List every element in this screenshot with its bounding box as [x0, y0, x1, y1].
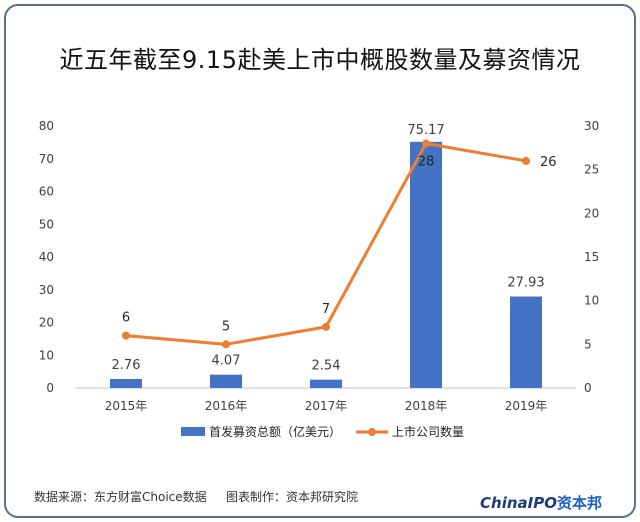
- right-axis-tick-label: 15: [584, 250, 599, 264]
- line-point: [422, 139, 430, 148]
- bar-data-labels: 2.76 4.07 2.54 75.17 27.93: [112, 123, 545, 374]
- left-axis-tick-label: 40: [39, 250, 54, 264]
- line-data-label: 5: [222, 319, 230, 334]
- right-axis-tick-label: 0: [584, 381, 592, 395]
- bar: [210, 374, 242, 388]
- legend-bar-swatch: [181, 427, 205, 436]
- left-axis-tick-label: 20: [39, 316, 54, 330]
- left-axis-tick-label: 0: [46, 381, 54, 395]
- bar-data-label: 27.93: [507, 276, 544, 291]
- line-data-label: 6: [122, 311, 130, 326]
- right-axis-tick-label: 25: [584, 163, 599, 177]
- line-point: [322, 322, 330, 331]
- line-data-label: 26: [540, 155, 557, 170]
- line-point: [222, 340, 230, 349]
- legend-line-label: 上市公司数量: [392, 424, 464, 439]
- bar: [310, 379, 342, 388]
- left-axis-tick-label: 50: [39, 217, 54, 231]
- legend-line-marker: [368, 428, 376, 436]
- line-point: [522, 156, 530, 165]
- x-axis-tick-label: 2016年: [205, 399, 248, 413]
- legend-bar-label: 首发募资总额（亿美元）: [209, 424, 341, 439]
- left-axis-tick-label: 80: [39, 119, 54, 133]
- right-axis-tick-label: 10: [584, 294, 599, 308]
- bar-data-label: 4.07: [212, 354, 241, 369]
- x-axis-tick-label: 2018年: [405, 399, 448, 413]
- bar-data-label: 75.17: [407, 123, 444, 138]
- x-axis-tick-label: 2019年: [505, 399, 548, 413]
- bar: [510, 296, 542, 388]
- right-axis-tick-label: 30: [584, 119, 599, 133]
- logo-accent-text: 资本邦: [556, 494, 602, 512]
- left-axis-tick-label: 30: [39, 283, 54, 297]
- logo-main-text: ChinaIPO: [480, 494, 557, 512]
- data-source-note: 数据来源：东方财富Choice数据: [34, 490, 207, 504]
- chart-card: [4, 4, 636, 518]
- x-axis-tick-label: 2015年: [105, 399, 148, 413]
- left-axis-tick-label: 60: [39, 185, 54, 199]
- legend: 首发募资总额（亿美元） 上市公司数量: [181, 424, 464, 439]
- chart-title: 近五年截至9.15赴美上市中概股数量及募资情况: [59, 46, 581, 74]
- chinaipo-logo: ChinaIPO资本邦: [480, 492, 602, 513]
- bar-data-label: 2.76: [112, 358, 141, 373]
- right-axis-tick-label: 5: [584, 337, 592, 351]
- line-data-label: 28: [418, 154, 435, 169]
- x-axis: 2015年 2016年 2017年 2018年 2019年: [105, 399, 548, 413]
- bar: [410, 141, 442, 388]
- line-data-label: 7: [322, 302, 330, 317]
- chart-maker-note: 图表制作：资本邦研究院: [226, 490, 359, 504]
- bar: [110, 378, 142, 388]
- right-axis: 0 5 10 15 20 25 30: [584, 119, 599, 395]
- line-data-labels: 6 5 7 28 26: [122, 154, 557, 334]
- left-axis: 0 10 20 30 40 50 60 70 80: [39, 119, 54, 395]
- right-axis-tick-label: 20: [584, 206, 599, 220]
- line-series: [122, 139, 530, 349]
- line-point: [122, 331, 130, 340]
- bar-data-label: 2.54: [312, 359, 341, 374]
- left-axis-tick-label: 70: [39, 152, 54, 166]
- x-axis-tick-label: 2017年: [305, 399, 348, 413]
- left-axis-tick-label: 10: [39, 348, 54, 362]
- bar-series: [110, 141, 542, 388]
